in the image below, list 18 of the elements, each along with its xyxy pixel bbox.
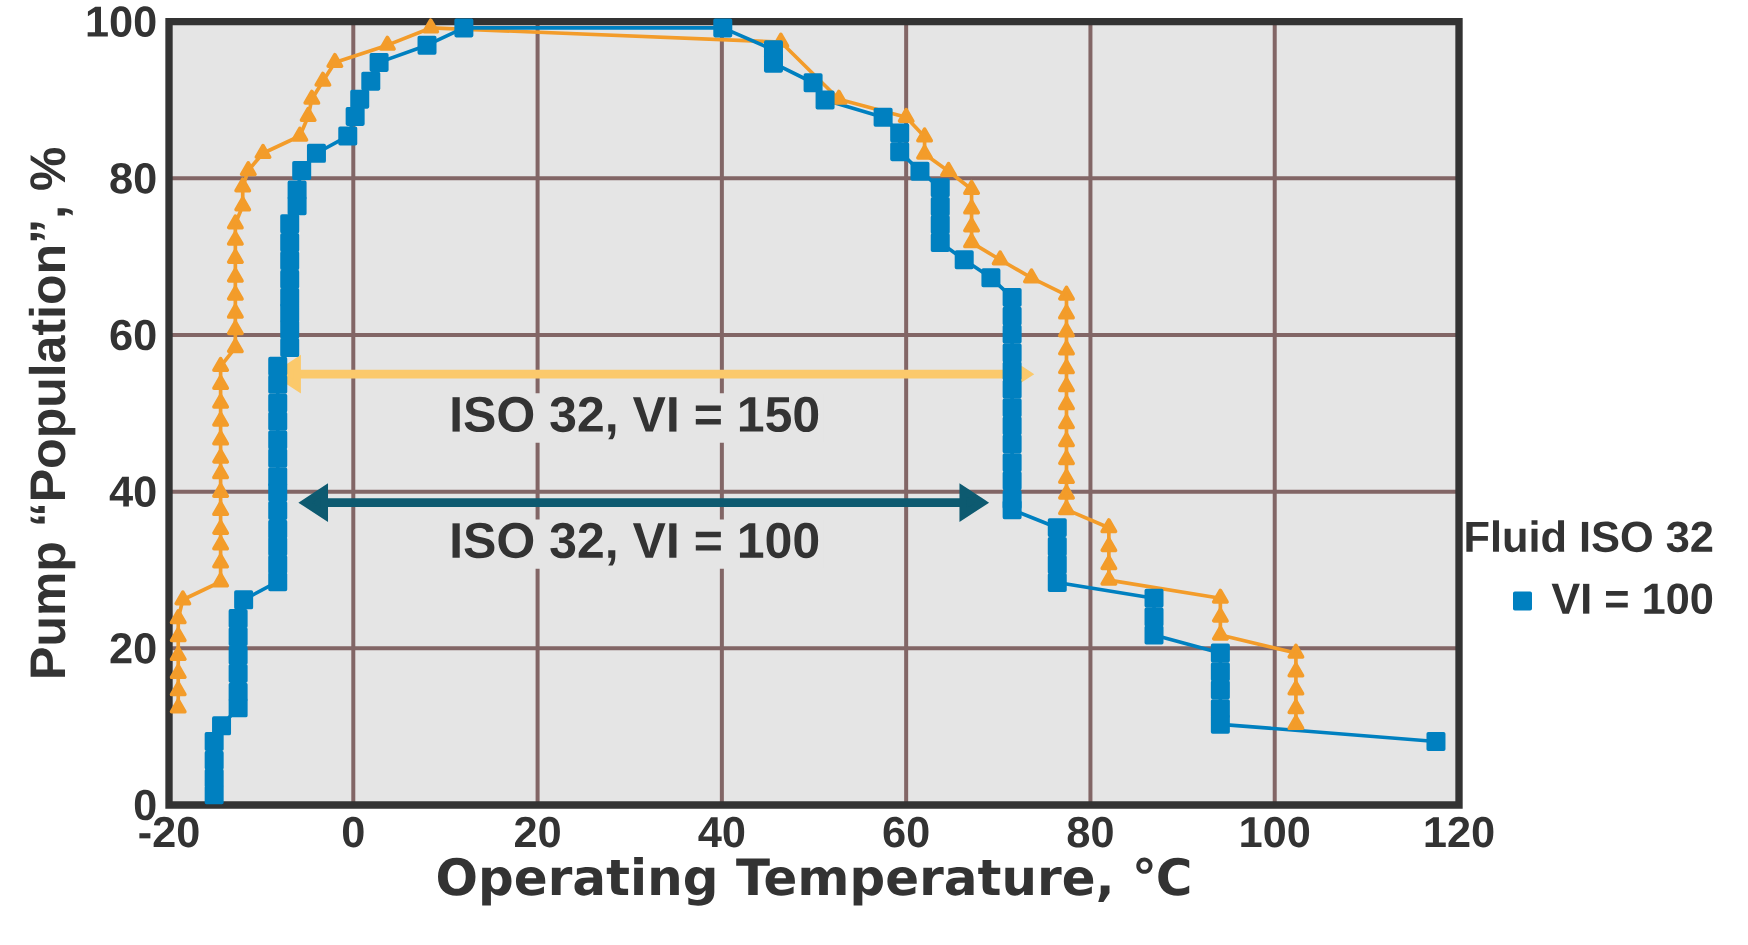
x-tick-label: 60 [883,816,929,848]
x-tick-label: 0 [342,816,364,848]
x-tick-label: 100 [1241,816,1310,848]
annotation: ISO 32, VI = 150 [452,396,819,440]
y-tick-label: 40 [109,476,156,507]
annotation: ISO 32, VI = 100 [452,522,819,566]
legend-title: Fluid ISO 32 [1466,520,1713,553]
x-axis-title: Operating Temperature, ℃ [438,857,1190,906]
y-tick-label: 60 [110,319,156,351]
y-axis-title: Pump “Population”, % [28,147,76,677]
legend-label: VI = 100 [1551,583,1713,615]
y-tick-label: 20 [110,632,156,664]
y-tick-label: 80 [110,162,156,194]
x-tick-label: 120 [1425,816,1494,848]
x-tick-label: 80 [1067,816,1113,848]
y-tick-label: 100 [87,6,156,37]
x-tick-label: 20 [515,816,560,848]
x-tick-label: 40 [698,816,745,848]
